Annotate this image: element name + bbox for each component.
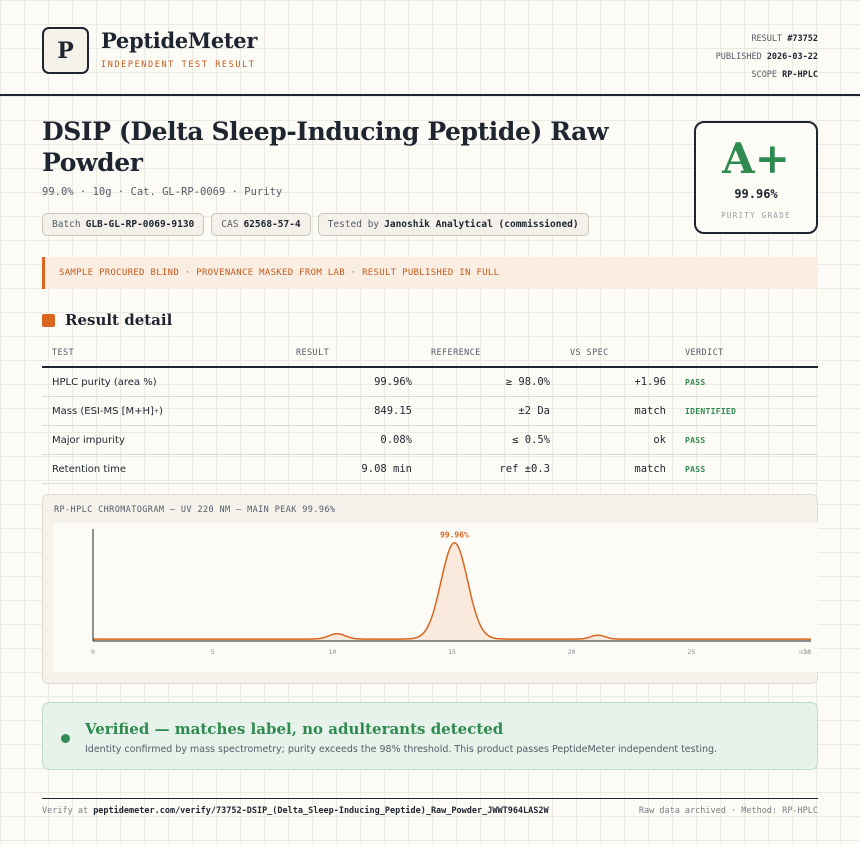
chromatogram-line [93,541,811,640]
x-tick-label: 30 [803,648,811,656]
section-marker-icon [42,313,55,327]
product-tags: Batch GLB-GL-RP-0069-9130 CAS 62568-57-4 T… [42,213,589,236]
page-title: DSIP (Delta Sleep-Inducing Peptide) Raw … [42,117,609,177]
col-reference: REFERENCE [431,348,481,358]
test-name: Retention time [52,463,126,475]
test-verdict: PASS [685,377,706,387]
tested-by-tag: Tested by Janoshik Analytical (commission… [317,213,589,236]
test-verdict: IDENTIFIED [685,406,737,416]
test-vs-spec: match [634,463,666,475]
cas-tag: CAS 62568-57-4 [211,213,311,236]
test-vs-spec: ok [653,434,666,446]
x-tick-label: 15 [448,648,456,656]
x-tick-label: 25 [687,648,695,656]
table-row: Mass (ESI-MS [M+H] +) 849.15 ±2 Da match … [42,397,818,426]
main-peak-label: 99.96% [440,531,469,540]
x-unit-label: min [799,648,811,656]
x-tick-label: 0 [91,648,95,656]
verified-panel: Verified — matches label, no adulterants… [42,702,818,770]
result-detail-heading: Result detail [42,311,172,329]
test-verdict: PASS [685,435,706,445]
test-result: 0.08% [380,434,412,446]
test-reference: ±2 Da [518,405,550,417]
test-name: Mass (ESI-MS [M+H] +) [52,405,163,417]
verify-url-link[interactable]: peptidemeter.com/verify/73752-DSIP_(Delt… [93,806,549,816]
batch-tag: Batch GLB-GL-RP-0069-9130 [42,213,205,236]
result-table: TEST RESULT REFERENCE VS SPEC VERDICT HP… [42,340,818,484]
verified-title: Verified — matches label, no adulterants… [85,720,504,738]
chromatogram-panel: RP-HPLC CHROMATOGRAM — UV 220 NM — MAIN … [42,494,818,684]
test-verdict: PASS [685,464,706,474]
grade-letter: A+ [722,134,790,183]
logo: P [42,27,89,74]
scope-line: SCOPE RP-HPLC [751,70,818,80]
published-line: PUBLISHED 2026-03-22 [715,52,818,62]
product-subline: 99.0% · 10g · Cat. GL-RP-0069 · Purity [42,186,283,198]
verified-dot-icon [61,734,70,743]
test-vs-spec: match [634,405,666,417]
footer-method: Raw data archived · Method: RP-HPLC [638,806,818,816]
chromatogram-area [93,542,811,641]
test-result: 849.15 [374,405,412,417]
x-tick-label: 5 [211,648,215,656]
verify-link-line: Verify at peptidemeter.com/verify/73752-… [42,806,549,816]
page-header: P PeptideMeter INDEPENDENT TEST RESULT R… [0,0,860,96]
result-id-line: RESULT #73752 [751,34,818,44]
chromatogram-plot-area: 0 5 10 15 20 25 30 min 99.96% [53,523,818,672]
scope-value: RP-HPLC [782,70,818,80]
table-header: TEST RESULT REFERENCE VS SPEC VERDICT [42,340,818,368]
result-meta: RESULT #73752 PUBLISHED 2026-03-22 SCOPE… [716,30,818,84]
table-row: Retention time 9.08 min ref ±0.3 match P… [42,455,818,484]
test-name: Major impurity [52,434,125,446]
brand-tagline: INDEPENDENT TEST RESULT [101,60,256,70]
brand-name: PeptideMeter [101,28,258,53]
test-result: 9.08 min [361,463,412,475]
grade-label: PURITY GRADE [721,211,791,220]
table-row: Major impurity 0.08% ≤ 0.5% ok PASS [42,426,818,455]
test-result: 99.96% [374,376,412,388]
col-test: TEST [52,348,75,358]
col-verdict: VERDICT [685,348,724,358]
blind-sample-banner: SAMPLE PROCURED BLIND · PROVENANCE MASKE… [42,257,818,289]
purity-grade-card: A+ 99.96% PURITY GRADE [694,121,818,234]
chromatogram-title: RP-HPLC CHROMATOGRAM — UV 220 NM — MAIN … [54,505,336,515]
grade-percent: 99.96% [734,187,778,201]
result-id: #73752 [787,34,818,44]
x-tick-label: 10 [328,648,336,656]
footer-divider [42,798,818,799]
test-reference: ref ±0.3 [499,463,550,475]
table-row: HPLC purity (area %) 99.96% ≥ 98.0% +1.9… [42,368,818,397]
test-name: HPLC purity (area %) [52,376,157,388]
test-reference: ≤ 0.5% [512,434,550,446]
test-reference: ≥ 98.0% [505,376,550,388]
col-vs-spec: VS SPEC [570,348,609,358]
col-result: RESULT [296,348,330,358]
test-vs-spec: +1.96 [634,376,666,388]
verified-description: Identity confirmed by mass spectrometry;… [85,744,718,755]
x-tick-label: 20 [568,648,576,656]
published-date: 2026-03-22 [766,52,818,62]
